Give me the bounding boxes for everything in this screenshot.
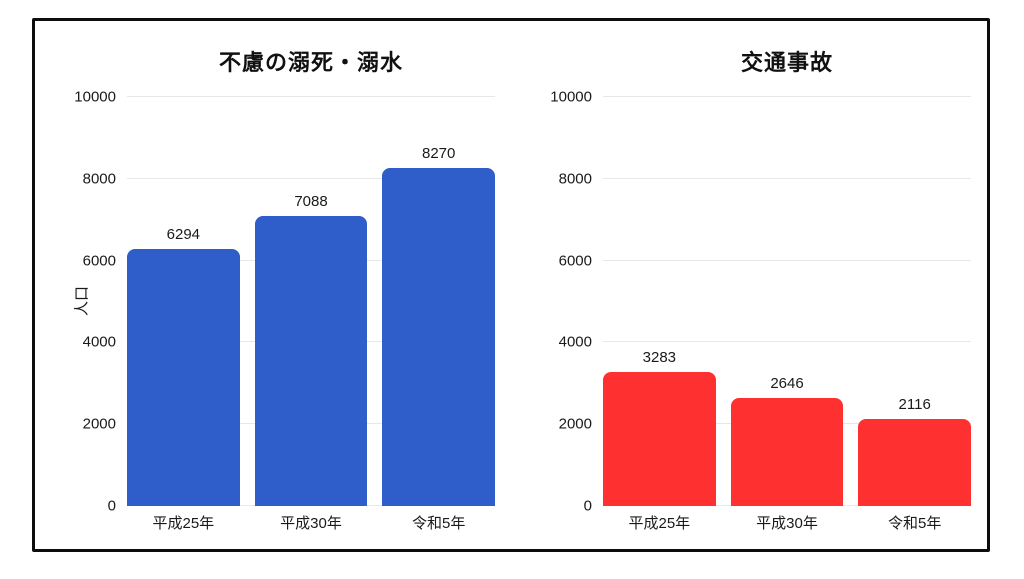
y-tick-label: 10000 — [550, 88, 592, 106]
y-axis-title: 人口 — [73, 285, 91, 317]
bar-band: 8270 — [382, 97, 496, 506]
y-tick-label: 4000 — [82, 333, 116, 351]
bar-band: 2116 — [858, 97, 972, 506]
y-tick-label: 6000 — [82, 252, 116, 270]
bar — [603, 371, 716, 506]
gridline — [603, 177, 971, 179]
x-tick-label: 平成30年 — [280, 515, 342, 532]
gridline — [603, 259, 971, 261]
chart-drowning: 不慮の溺死・溺水 人口 0 2000 4000 6000 8000 10000 6294 70… — [35, 21, 511, 549]
bar-value-label: 2116 — [898, 396, 931, 414]
x-tick-label: 令和5年 — [888, 515, 942, 532]
y-tick-label: 4000 — [558, 333, 592, 351]
bar — [730, 397, 844, 506]
chart-traffic-accident: 交通事故 0 2000 4000 6000 8000 10000 3283 2646 2116 … — [511, 21, 987, 549]
x-tick-label: 平成30年 — [756, 515, 818, 532]
y-tick-label: 6000 — [558, 252, 592, 270]
chart-title: 交通事故 — [740, 50, 833, 75]
bars-group: 3283 2646 2116 — [603, 97, 972, 506]
y-tick-label: 8000 — [82, 170, 116, 188]
gridline — [127, 177, 495, 179]
x-tick-label: 平成25年 — [628, 515, 691, 532]
bar — [382, 167, 496, 506]
bar-band: 2646 — [730, 97, 844, 506]
bar-value-label: 3283 — [642, 348, 677, 366]
gridline — [603, 96, 971, 97]
bars-group: 6294 7088 8270 — [127, 97, 496, 506]
x-tick-label: 令和5年 — [412, 515, 466, 532]
bar — [858, 419, 972, 506]
y-tick-label: 10000 — [74, 88, 116, 106]
bar-value-label: 7088 — [294, 193, 328, 211]
y-tick-label: 0 — [107, 497, 116, 515]
figure-frame: 不慮の溺死・溺水 人口 0 2000 4000 6000 8000 10000 6294 70… — [32, 18, 990, 552]
bar-band: 3283 — [603, 97, 716, 506]
y-tick-label: 8000 — [558, 170, 592, 188]
x-axis-labels: 平成25年 平成30年 令和5年 — [603, 512, 971, 533]
plot-area: 0 2000 4000 6000 8000 10000 3283 2646 2116 — [550, 90, 972, 514]
plot-area: 0 2000 4000 6000 8000 10000 6294 7088 8270 — [74, 90, 496, 514]
bar-band: 6294 — [127, 97, 240, 506]
y-tick-label: 2000 — [82, 415, 116, 433]
bar — [127, 248, 240, 506]
bar-value-label: 8270 — [421, 144, 456, 162]
chart-title: 不慮の溺死・溺水 — [218, 50, 403, 75]
gridline — [603, 341, 971, 343]
gridline — [127, 96, 495, 97]
bar-value-label: 6294 — [166, 225, 201, 243]
y-tick-label: 2000 — [558, 415, 592, 433]
x-axis-labels: 平成25年 平成30年 令和5年 — [127, 512, 495, 533]
bar — [254, 216, 368, 506]
y-tick-label: 0 — [583, 497, 592, 515]
bar-value-label: 2646 — [770, 374, 804, 392]
bar-band: 7088 — [254, 97, 368, 506]
x-tick-label: 平成25年 — [152, 515, 215, 532]
